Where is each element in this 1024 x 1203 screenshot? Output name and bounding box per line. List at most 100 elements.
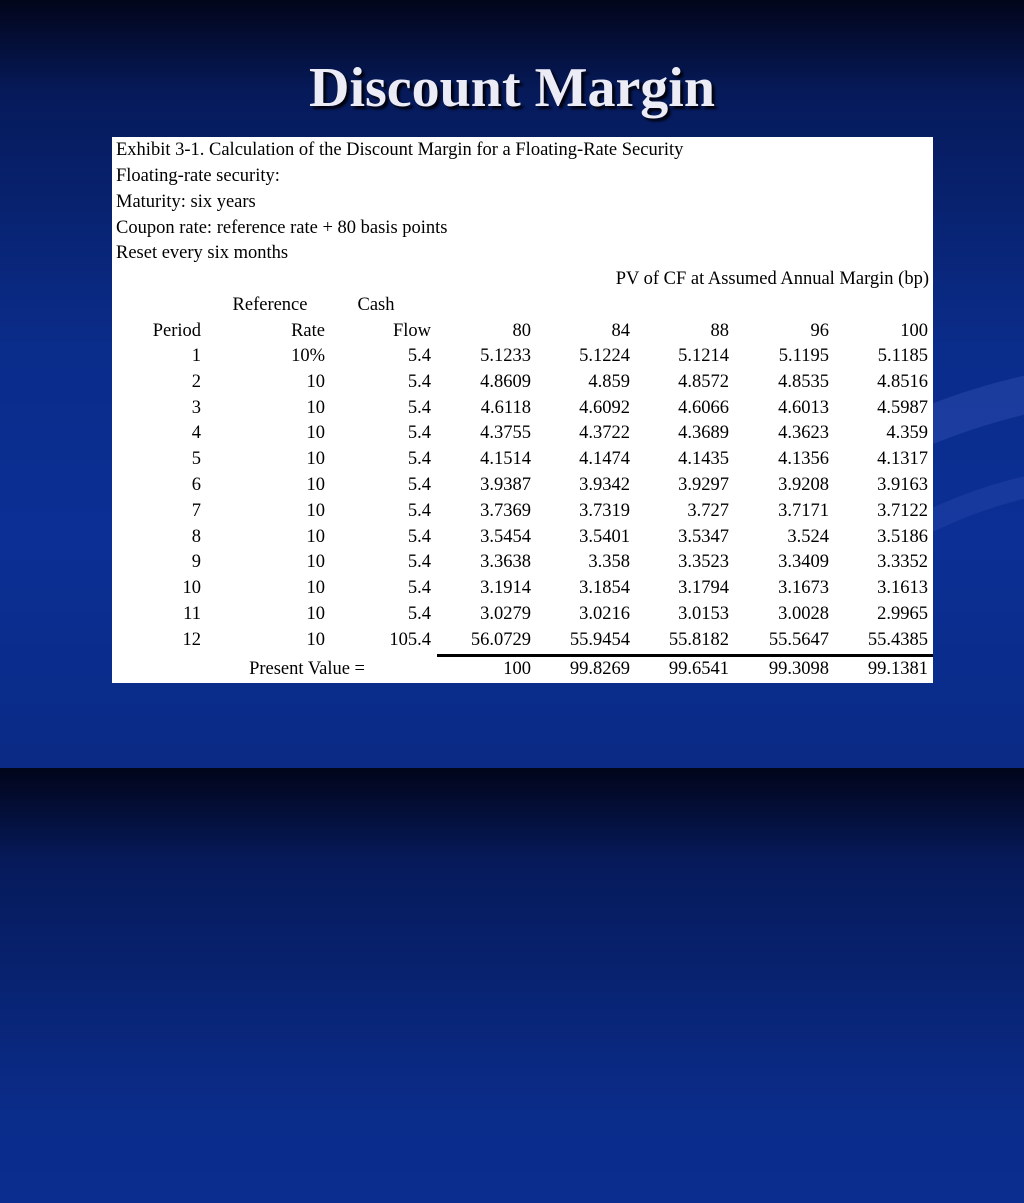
table-cell: 10 [306, 500, 326, 521]
table-cell: 3.9163 [877, 475, 928, 495]
column-header-top: Cash [357, 295, 395, 315]
table-cell: 3.5454 [480, 526, 531, 547]
column-header: Rate [291, 321, 325, 341]
present-value-cell: 99.3098 [768, 658, 829, 679]
present-value-cell: 99.8269 [569, 658, 630, 679]
table-cell: 4.3623 [778, 423, 829, 444]
column-header: 80 [512, 321, 532, 341]
table-cell: 55.5647 [768, 629, 829, 650]
column-header: Flow [392, 321, 431, 341]
table-cell: 3.524 [787, 526, 829, 547]
table-cell: 4.1317 [877, 449, 928, 470]
table-cell: 55.4385 [867, 629, 928, 650]
table-cell: 3.1613 [877, 578, 928, 599]
table-cell: 3.0153 [678, 604, 729, 624]
table-cell: 5.1214 [678, 346, 729, 366]
table-cell: 4.6118 [480, 397, 531, 418]
table-cell: 3.1914 [480, 578, 531, 599]
table-cell: 5.4 [407, 371, 431, 392]
exhibit-line: Reset every six months [116, 243, 289, 263]
present-value-cell: 99.6541 [668, 658, 729, 679]
table-cell: 5.4 [407, 578, 431, 599]
table-cell: 3.5347 [678, 526, 729, 547]
table-cell: 4 [191, 423, 201, 444]
table-cell: 4.1514 [480, 449, 531, 470]
exhibit-line: Maturity: six years [116, 192, 256, 212]
present-value-cell: 99.1381 [867, 658, 928, 679]
total-rule [437, 654, 933, 657]
table-cell: 10 [306, 552, 326, 573]
column-header-top: Reference [232, 295, 308, 315]
exhibit-line: Floating-rate security: [116, 166, 280, 186]
table-cell: 3.5186 [877, 526, 928, 547]
present-value-label: Present Value = [249, 658, 365, 679]
table-cell: 4.5987 [877, 397, 928, 418]
table-cell: 3.1854 [579, 578, 630, 599]
table-cell: 10 [182, 578, 202, 599]
table-cell: 5.1195 [778, 346, 829, 366]
table-cell: 3.7122 [877, 500, 928, 521]
table-cell: 4.6092 [579, 397, 630, 418]
table-cell: 5.4 [407, 346, 431, 366]
table-cell: 3.1673 [778, 578, 829, 599]
table-cell: 4.8535 [778, 371, 829, 392]
table-cell: 4.3689 [678, 423, 729, 444]
table-cell: 6 [191, 475, 201, 495]
table-cell: 3.0279 [480, 604, 531, 624]
present-value-cell: 100 [503, 658, 531, 679]
table-cell: 3.727 [687, 500, 729, 521]
table-cell: 3.7171 [778, 500, 829, 521]
table-cell: 8 [191, 526, 201, 547]
table-cell: 5.1185 [877, 346, 928, 366]
table-cell: 3.5401 [579, 526, 630, 547]
table-cell: 3.1794 [678, 578, 729, 599]
exhibit-table-panel: Exhibit 3-1. Calculation of the Discount… [112, 137, 933, 683]
table-cell: 10 [306, 578, 326, 599]
column-header: 84 [611, 321, 631, 341]
table-cell: 5.4 [407, 423, 431, 444]
table-cell: 2 [191, 371, 201, 392]
table-cell: 10 [306, 475, 326, 495]
table-cell: 3.9387 [480, 475, 531, 495]
table-cell: 10 [306, 423, 326, 444]
exhibit-caption: Exhibit 3-1. Calculation of the Discount… [116, 140, 684, 160]
table-cell: 3.9297 [678, 475, 729, 495]
column-header: 96 [810, 321, 830, 341]
table-cell: 105.4 [389, 629, 431, 650]
table-cell: 3.7319 [579, 500, 630, 521]
table-cell: 5.1233 [480, 346, 531, 366]
table-cell: 3.9208 [778, 475, 829, 495]
table-cell: 55.9454 [569, 629, 630, 650]
table-cell: 5.4 [407, 500, 431, 521]
table-cell: 3.3523 [678, 552, 729, 573]
table-cell: 11 [183, 604, 201, 624]
table-cell: 10 [306, 371, 326, 392]
slide-title: Discount Margin [309, 57, 715, 119]
table-cell: 3.7369 [480, 500, 531, 521]
table-cell: 4.8516 [877, 371, 928, 392]
table-cell: 5 [191, 449, 201, 470]
table-cell: 10 [306, 604, 326, 624]
column-header: Period [152, 321, 201, 341]
table-cell: 7 [191, 500, 201, 521]
table-cell: 3.3352 [877, 552, 928, 573]
table-cell: 5.4 [407, 526, 431, 547]
exhibit-line: Coupon rate: reference rate + 80 basis p… [116, 218, 448, 238]
pv-group-header: PV of CF at Assumed Annual Margin (bp) [615, 269, 929, 289]
table-cell: 4.1474 [579, 449, 630, 470]
table-cell: 5.4 [407, 449, 431, 470]
column-header: 100 [900, 321, 928, 341]
table-cell: 5.4 [407, 604, 431, 624]
table-cell: 2.9965 [877, 604, 928, 624]
table-cell: 56.0729 [470, 629, 531, 650]
table-cell: 5.4 [407, 397, 431, 418]
table-cell: 4.1356 [778, 449, 829, 470]
table-cell: 3.358 [588, 552, 630, 573]
table-cell: 3.3409 [778, 552, 829, 573]
table-cell: 4.359 [886, 423, 928, 444]
table-cell: 3 [191, 397, 201, 418]
table-cell: 55.8182 [668, 629, 729, 650]
table-cell: 12 [182, 629, 202, 650]
table-cell: 1 [191, 346, 201, 366]
table-cell: 10% [291, 346, 325, 366]
